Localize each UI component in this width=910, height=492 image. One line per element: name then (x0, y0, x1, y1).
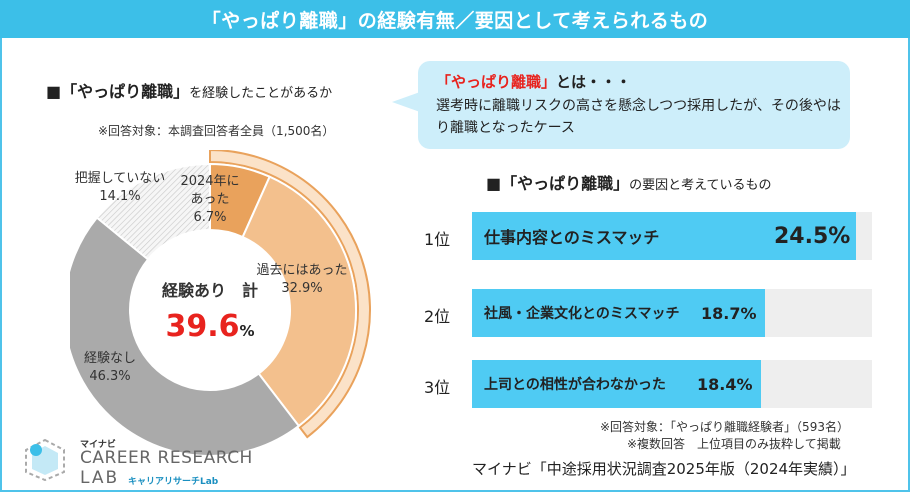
left-title-sub: を経験したことがあるか (189, 86, 333, 101)
bar-category-1: 仕事内容とのミスマッチ (484, 228, 660, 247)
bar-category-3: 上司との相性が合わなかった (484, 377, 666, 393)
pie-label-4-line-1: 把握していない (75, 171, 166, 186)
right-respondent-note: ※回答対象：「やっぱり離職経験者」（593名） (600, 420, 849, 434)
experience-highlight-arc (209, 150, 371, 439)
left-respondent-note: ※回答対象：本調査回答者全員（1,500名） (98, 124, 335, 138)
pie-label-1-line-2: あった (190, 192, 229, 207)
pie-label-4-line-2: 14.1% (99, 189, 140, 204)
bar-track-3: 上司との相性が合わなかった 18.4% (472, 360, 872, 408)
pie-slice-2 (241, 175, 357, 428)
definition-callout: 「やっぱり離職」とは・・・ 選考時に離職リスクの高さを懸念しつつ採用したが、その… (418, 61, 850, 149)
right-multi-answer-note: ※複数回答 上位項目のみ抜粋して掲載 (627, 437, 841, 451)
pie-slice-3 (70, 216, 301, 457)
center-label: 経験あり 計 (162, 281, 258, 300)
callout-term: 「やっぱり離職」 (436, 73, 557, 91)
right-title-main: ■「やっぱり離職」 (486, 174, 630, 193)
right-section-title: ■「やっぱり離職」の要因と考えているもの (486, 170, 771, 194)
bar-rank-2: 2位 (424, 307, 451, 326)
right-title-sub: の要因と考えているもの (629, 178, 772, 193)
callout-definition: 選考時に離職リスクの高さを懸念しつつ採用したが、その後やはり離職となったケース (436, 98, 841, 136)
career-research-lab-logo-icon (25, 438, 65, 482)
bar-rank-1: 1位 (424, 230, 451, 249)
center-value: 39.6% (165, 309, 254, 344)
bar-rank-3: 3位 (424, 378, 451, 397)
bar-1 (472, 212, 856, 260)
callout-term-suffix: とは・・・ (556, 73, 632, 91)
center-value-number: 39.6 (165, 309, 239, 344)
callout-heading: 「やっぱり離職」とは・・・ (436, 71, 631, 92)
bar-category-2: 社風・企業文化とのミスマッチ (484, 306, 680, 322)
logo-brand: マイナビ (80, 440, 116, 450)
left-section-title: ■「やっぱり離職」を経験したことがあるか (46, 78, 332, 102)
bar-3 (472, 360, 761, 408)
logo-line1: CAREER RESEARCH (80, 448, 253, 468)
pie-slice-4 (95, 162, 211, 261)
bar-value-3: 18.4% (697, 374, 753, 394)
source-citation: マイナビ「中途採用状況調査2025年版（2024年実績）」 (472, 460, 856, 478)
pie-label-3-line-2: 46.3% (89, 369, 130, 384)
logo-line2: LAB (80, 468, 120, 488)
page-title: 「やっぱり離職」の経験有無／要因として考えられるもの (0, 0, 910, 38)
callout-tail (392, 92, 420, 112)
bar-value-1: 24.5% (774, 223, 851, 249)
bar-track-2: 社風・企業文化とのミスマッチ 18.7% (472, 289, 872, 337)
bar-2 (472, 289, 765, 337)
pie-label-2-line-2: 32.9% (281, 281, 322, 296)
pie-label-1-line-1: 2024年に (180, 174, 239, 189)
left-title-main: ■「やっぱり離職」 (46, 82, 190, 101)
bar-value-2: 18.7% (701, 303, 757, 323)
pie-label-3-line-1: 経験なし (84, 351, 136, 366)
logo-sub: キャリアリサーチLab (128, 477, 219, 487)
pie-label-1-line-3: 6.7% (193, 210, 226, 225)
pie-label-2-line-1: 過去にはあった (256, 263, 347, 278)
center-value-unit: % (240, 322, 255, 340)
bar-track-1: 仕事内容とのミスマッチ 24.5% (472, 212, 872, 260)
